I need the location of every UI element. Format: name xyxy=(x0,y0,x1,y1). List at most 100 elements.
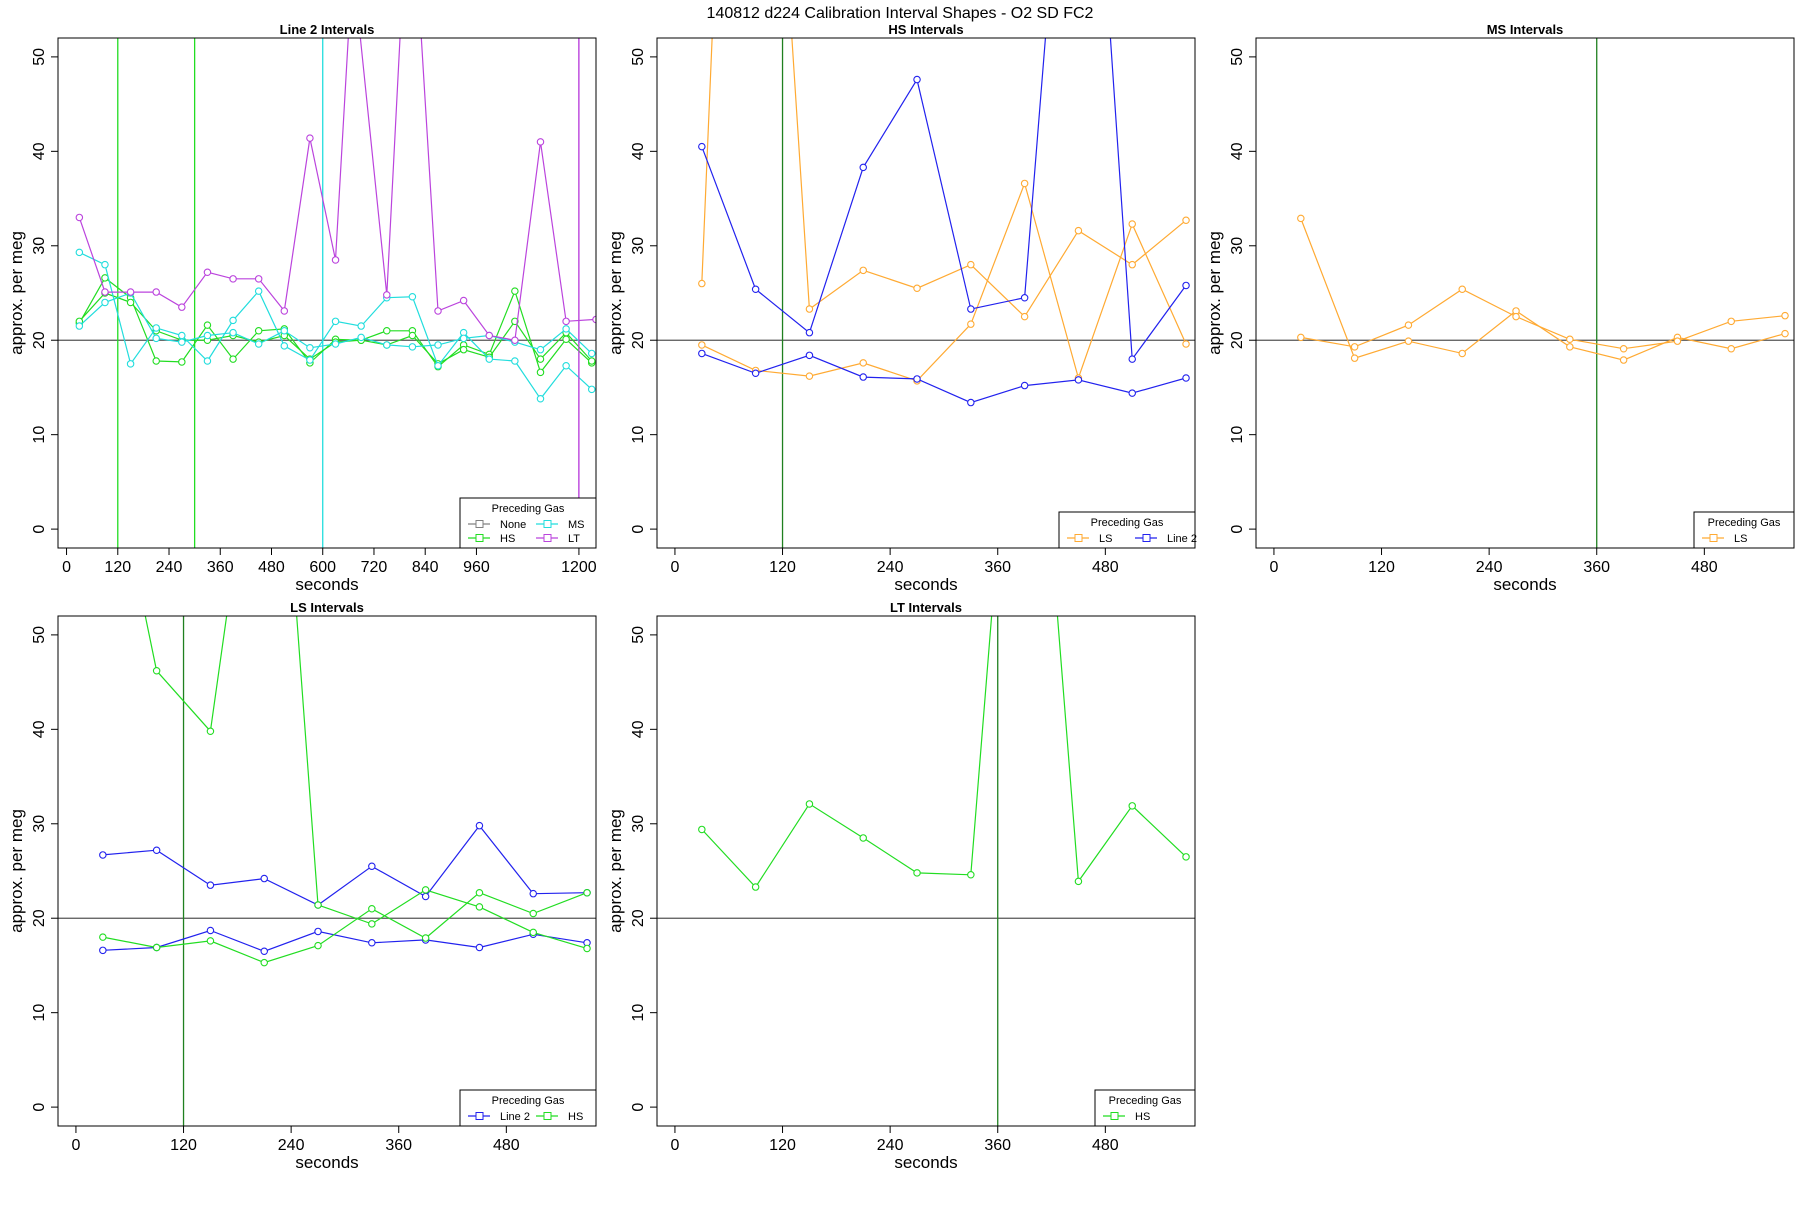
x-tick-label: 120 xyxy=(170,1137,197,1154)
data-point xyxy=(1182,216,1190,225)
data-point xyxy=(459,296,468,305)
x-tick-label: 0 xyxy=(670,559,679,576)
x-tick-label: 240 xyxy=(1476,559,1503,576)
data-point xyxy=(254,340,263,348)
data-point xyxy=(229,355,237,363)
data-point xyxy=(206,926,215,935)
data-point xyxy=(126,360,135,368)
plot-area xyxy=(657,616,1195,1126)
y-tick-label: 10 xyxy=(31,426,48,444)
legend-marker xyxy=(1709,534,1718,542)
data-point xyxy=(1458,349,1466,358)
data-point xyxy=(229,328,237,337)
legend: Preceding Gas HS xyxy=(1094,1089,1196,1127)
panel-title: MS Intervals xyxy=(1487,22,1564,37)
x-tick-label: 240 xyxy=(278,1137,305,1154)
legend-marker xyxy=(543,1112,552,1120)
data-point xyxy=(1566,343,1574,351)
data-point xyxy=(913,869,921,877)
data-point xyxy=(178,331,186,340)
data-point xyxy=(126,298,135,307)
data-point xyxy=(206,881,215,889)
x-tick-label: 360 xyxy=(385,1137,412,1154)
series-line xyxy=(78,38,596,341)
x-axis-label: seconds xyxy=(894,575,957,594)
x-tick-label: 120 xyxy=(1368,559,1395,576)
data-point xyxy=(536,138,545,146)
x-tick-label: 480 xyxy=(258,559,285,576)
legend-marker xyxy=(1074,534,1083,542)
legend-title: Preceding Gas xyxy=(1708,517,1781,529)
x-axis: 0 120 240 360 480 xyxy=(670,547,1119,576)
panel-ls: LS Intervals 0 120 240 360 480 seconds 0 10 20 30 4… xyxy=(7,600,597,1172)
data-point xyxy=(587,349,596,358)
data-point xyxy=(229,275,237,283)
y-axis-label: approx. per meg xyxy=(606,231,625,355)
data-point xyxy=(1128,260,1136,269)
series-line xyxy=(701,38,1187,361)
y-tick-label: 20 xyxy=(630,331,647,349)
x-tick-label: 600 xyxy=(309,559,336,576)
y-axis: 0 10 20 30 40 50 xyxy=(31,626,58,1112)
data-point xyxy=(314,941,322,950)
data-point xyxy=(357,333,365,342)
data-point xyxy=(1020,179,1029,188)
legend-entry: HS xyxy=(1103,1111,1150,1123)
series-line-2 xyxy=(99,821,591,956)
data-point xyxy=(75,213,84,222)
data-point xyxy=(562,325,570,333)
data-point xyxy=(152,846,161,854)
data-point xyxy=(536,395,545,403)
data-point xyxy=(1020,381,1029,390)
data-point xyxy=(1458,285,1466,293)
data-point xyxy=(421,934,430,942)
data-point xyxy=(913,375,921,383)
data-point xyxy=(698,825,706,834)
legend: Preceding Gas None MS HS LT xyxy=(459,497,597,549)
data-point xyxy=(529,928,537,937)
data-point xyxy=(1727,344,1735,353)
y-tick-label: 50 xyxy=(1229,48,1246,66)
data-point xyxy=(306,134,314,142)
data-point xyxy=(206,727,215,735)
y-tick-label: 40 xyxy=(630,720,647,738)
data-point xyxy=(859,266,867,275)
data-point xyxy=(383,327,391,335)
data-point xyxy=(203,331,212,340)
data-point xyxy=(913,284,921,293)
y-tick-label: 10 xyxy=(630,426,647,444)
data-point xyxy=(913,75,921,84)
data-point xyxy=(859,373,867,381)
data-point xyxy=(1566,335,1574,344)
y-axis-label: approx. per meg xyxy=(606,809,625,933)
data-point xyxy=(1297,333,1305,342)
y-tick-label: 0 xyxy=(1229,525,1246,534)
legend-label: None xyxy=(500,519,526,531)
x-axis: 0 120 240 360 480 xyxy=(71,1125,520,1154)
data-point xyxy=(383,291,391,299)
data-point xyxy=(178,338,186,346)
data-point xyxy=(511,317,519,326)
y-tick-label: 20 xyxy=(630,909,647,927)
data-point xyxy=(152,357,160,365)
data-point xyxy=(511,287,519,295)
y-tick-label: 0 xyxy=(630,1103,647,1112)
legend-label: LS xyxy=(1734,533,1747,545)
data-point xyxy=(178,303,186,311)
y-axis: 0 10 20 30 40 50 xyxy=(31,48,58,534)
series-hs xyxy=(99,616,591,967)
data-point xyxy=(1781,311,1789,320)
series-ls xyxy=(1297,214,1789,364)
panel-title: Line 2 Intervals xyxy=(280,22,375,37)
data-point xyxy=(805,351,814,360)
data-point xyxy=(203,321,212,329)
data-point xyxy=(805,328,814,337)
y-axis-label: approx. per meg xyxy=(7,809,26,933)
legend-marker xyxy=(1110,1112,1119,1120)
x-tick-label: 120 xyxy=(104,559,131,576)
y-axis-label: approx. per meg xyxy=(1205,231,1224,355)
data-point xyxy=(459,334,468,343)
legend-marker xyxy=(543,534,552,542)
data-point xyxy=(859,163,867,172)
